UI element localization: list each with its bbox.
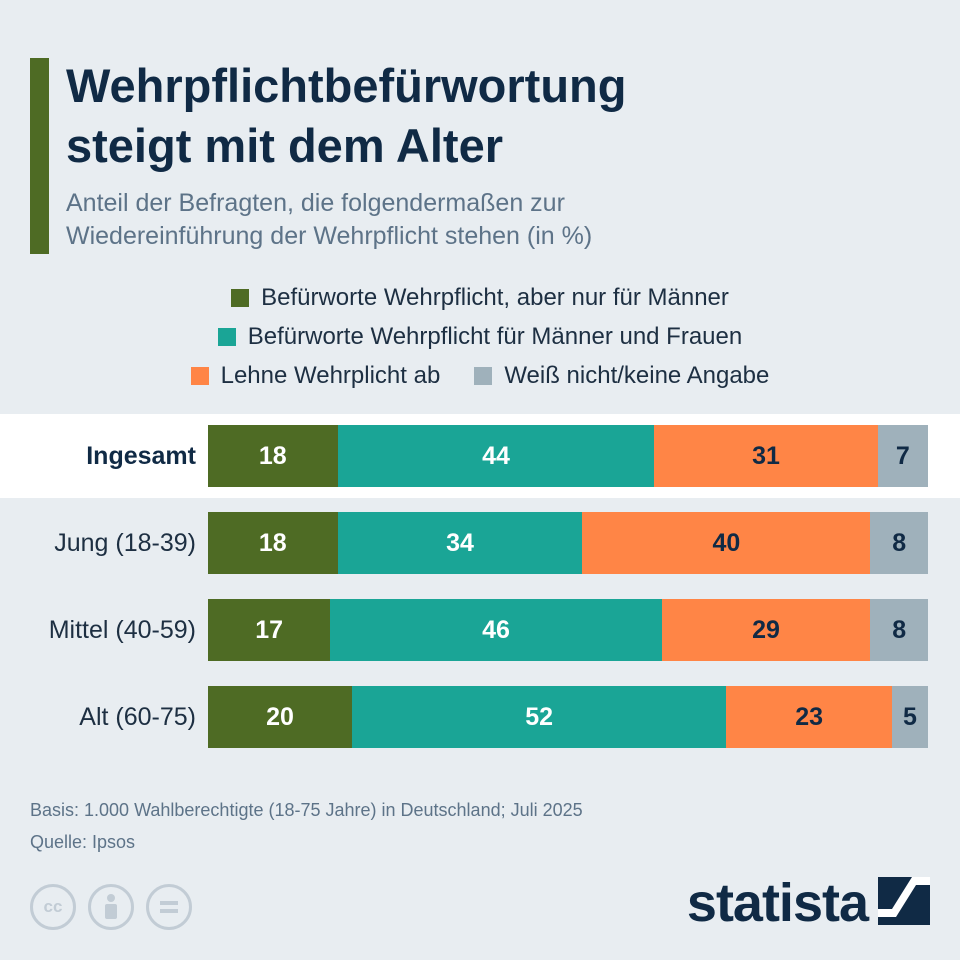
legend-swatch-men-only — [231, 289, 250, 307]
footer-source: Quelle: Ipsos — [30, 832, 136, 852]
license-icons: cc — [30, 884, 192, 930]
bar-row: 17 46 29 8 — [208, 599, 928, 661]
subtitle-line-1: Anteil der Befragten, die folgendermaßen… — [66, 189, 565, 217]
bar-segment-unknown: 8 — [870, 599, 928, 661]
bar-value-label: 31 — [752, 441, 780, 470]
bar-segment-men-and-women: 52 — [352, 686, 727, 748]
title-line-1: Wehrpflichtbefürwortung — [66, 59, 627, 112]
bar-segment-unknown: 8 — [870, 512, 928, 574]
bar-value-label: 23 — [795, 702, 824, 731]
legend-row-3: Lehne Wehrplicht ab Weiß nicht/keine Ang… — [0, 358, 960, 394]
bar-segment-men-only: 18 — [208, 425, 338, 487]
bar-value-label: 34 — [446, 528, 474, 557]
bar-value-label: 18 — [258, 528, 287, 557]
bar-value-label: 5 — [903, 702, 917, 731]
legend-swatch-unknown — [474, 367, 493, 385]
legend-label-men-and-women: Befürworte Wehrpflicht für Männer und Fr… — [247, 323, 743, 350]
bar-segment-reject: 23 — [726, 686, 892, 748]
chart-title: Wehrpflichtbefürwortung steigt mit dem A… — [66, 56, 926, 176]
title-accent-bar — [30, 58, 49, 254]
row-label: Alt (60-75) — [79, 703, 196, 731]
bar-value-label: 8 — [892, 528, 907, 557]
no-derivatives-icon[interactable] — [146, 884, 192, 930]
bar-value-label: 52 — [525, 702, 554, 731]
brand-logo[interactable]: statista — [687, 872, 930, 934]
legend-item-men-only: Befürworte Wehrpflicht, aber nur für Män… — [231, 284, 729, 312]
legend-label-unknown: Weiß nicht/keine Angabe — [504, 362, 770, 389]
title-line-2: steigt mit dem Alter — [66, 119, 503, 172]
bar-segment-men-only: 17 — [208, 599, 331, 661]
bar-segment-unknown: 5 — [892, 686, 928, 748]
bar-row: 18 34 40 8 — [208, 512, 928, 574]
legend-item-reject: Lehne Wehrplicht ab — [190, 362, 441, 390]
row-label: Jung (18-39) — [54, 529, 196, 557]
attribution-icon[interactable] — [88, 884, 134, 930]
legend-label-reject: Lehne Wehrplicht ab — [220, 362, 441, 389]
bar-value-label: 8 — [892, 615, 907, 644]
legend-row-2: Befürworte Wehrpflicht für Männer und Fr… — [0, 319, 960, 355]
bar-segment-men-and-women: 44 — [337, 425, 655, 487]
bar-segment-men-only: 20 — [208, 686, 352, 748]
bar-value-label: 7 — [895, 441, 910, 470]
bar-segment-reject: 29 — [661, 599, 871, 661]
bar-value-label: 18 — [258, 441, 287, 470]
bar-value-label: 40 — [712, 528, 741, 557]
bar-row: 18 44 31 7 — [208, 425, 928, 487]
chart-subtitle: Anteil der Befragten, die folgendermaßen… — [66, 187, 926, 253]
bar-value-label: 46 — [482, 615, 510, 644]
bar-segment-reject: 31 — [654, 425, 878, 487]
footer-basis: Basis: 1.000 Wahlberechtigte (18-75 Jahr… — [30, 800, 583, 820]
statista-logo-icon — [878, 876, 930, 930]
bar-row: 20 52 23 5 — [208, 686, 928, 748]
row-label: Ingesamt — [86, 442, 196, 470]
legend-item-unknown: Weiß nicht/keine Angabe — [474, 362, 769, 390]
legend-row-1: Befürworte Wehrpflicht, aber nur für Män… — [0, 280, 960, 316]
subtitle-line-2: Wiedereinführung der Wehrpflicht stehen … — [66, 222, 593, 250]
legend-swatch-reject — [190, 367, 209, 385]
bar-segment-men-only: 18 — [208, 512, 338, 574]
bar-value-label: 29 — [752, 615, 780, 644]
bar-segment-reject: 40 — [582, 512, 871, 574]
bar-segment-men-and-women: 46 — [330, 599, 662, 661]
cc-icon[interactable]: cc — [30, 884, 76, 930]
bar-segment-unknown: 7 — [877, 425, 928, 487]
bar-value-label: 17 — [255, 615, 284, 644]
bar-segment-men-and-women: 34 — [337, 512, 583, 574]
legend-item-men-and-women: Befürworte Wehrpflicht für Männer und Fr… — [217, 323, 743, 351]
legend-swatch-men-and-women — [217, 328, 236, 346]
legend-label-men-only: Befürworte Wehrpflicht, aber nur für Män… — [261, 284, 729, 311]
row-label: Mittel (40-59) — [48, 616, 196, 644]
bar-value-label: 44 — [482, 441, 510, 470]
bar-value-label: 20 — [266, 702, 294, 731]
brand-wordmark: statista — [686, 873, 869, 933]
